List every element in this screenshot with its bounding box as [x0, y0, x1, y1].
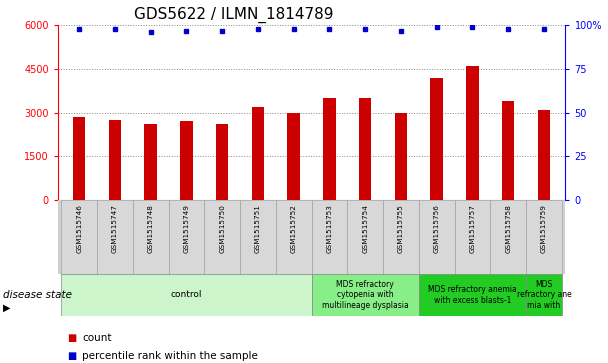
Bar: [61, 200, 97, 274]
Bar: [537, 110, 550, 200]
Bar: [359, 98, 371, 200]
Text: MDS refractory
cytopenia with
multilineage dysplasia: MDS refractory cytopenia with multilinea…: [322, 280, 409, 310]
Bar: [347, 200, 383, 274]
Bar: [491, 200, 526, 274]
Bar: [419, 200, 455, 274]
Text: GDS5622 / ILMN_1814789: GDS5622 / ILMN_1814789: [134, 7, 333, 23]
Text: GSM1515759: GSM1515759: [541, 204, 547, 253]
Text: GSM1515751: GSM1515751: [255, 204, 261, 253]
Bar: [430, 78, 443, 200]
Text: count: count: [82, 333, 112, 343]
Bar: [252, 107, 264, 200]
Bar: [526, 200, 562, 274]
Text: GSM1515749: GSM1515749: [184, 204, 190, 253]
Bar: [466, 66, 478, 200]
Bar: [61, 274, 311, 316]
Bar: [395, 113, 407, 200]
Text: GSM1515747: GSM1515747: [112, 204, 118, 253]
Text: GSM1515754: GSM1515754: [362, 204, 368, 253]
Bar: [323, 98, 336, 200]
Bar: [73, 117, 86, 200]
Bar: [311, 200, 347, 274]
Text: GSM1515758: GSM1515758: [505, 204, 511, 253]
Bar: [276, 200, 311, 274]
Bar: [216, 124, 229, 200]
Bar: [526, 274, 562, 316]
Bar: [109, 120, 121, 200]
Text: GSM1515752: GSM1515752: [291, 204, 297, 253]
Text: ■: ■: [67, 333, 76, 343]
Text: MDS refractory anemia
with excess blasts-1: MDS refractory anemia with excess blasts…: [428, 285, 517, 305]
Text: percentile rank within the sample: percentile rank within the sample: [82, 351, 258, 361]
Bar: [502, 101, 514, 200]
Text: ■: ■: [67, 351, 76, 361]
Text: GSM1515757: GSM1515757: [469, 204, 475, 253]
Bar: [97, 200, 133, 274]
Text: control: control: [171, 290, 202, 299]
Bar: [383, 200, 419, 274]
Text: disease state: disease state: [3, 290, 72, 300]
Text: GSM1515748: GSM1515748: [148, 204, 154, 253]
Text: GSM1515755: GSM1515755: [398, 204, 404, 253]
Bar: [455, 200, 491, 274]
Bar: [133, 200, 168, 274]
Bar: [288, 113, 300, 200]
Text: GSM1515746: GSM1515746: [76, 204, 82, 253]
Bar: [180, 121, 193, 200]
Bar: [204, 200, 240, 274]
Bar: [168, 200, 204, 274]
Bar: [419, 274, 526, 316]
Text: ▶: ▶: [3, 303, 10, 313]
Bar: [311, 274, 419, 316]
Bar: [145, 124, 157, 200]
Text: GSM1515756: GSM1515756: [434, 204, 440, 253]
Text: GSM1515753: GSM1515753: [326, 204, 333, 253]
Text: MDS
refractory ane
mia with: MDS refractory ane mia with: [517, 280, 572, 310]
Text: GSM1515750: GSM1515750: [219, 204, 225, 253]
Bar: [240, 200, 276, 274]
